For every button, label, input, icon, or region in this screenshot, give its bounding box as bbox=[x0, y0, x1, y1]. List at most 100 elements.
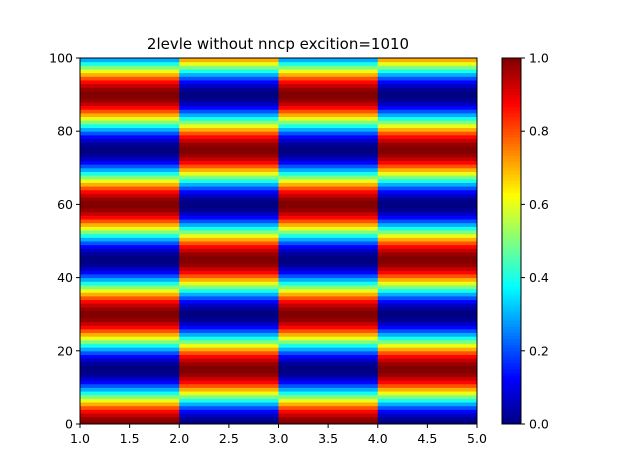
heatmap-cell bbox=[377, 208, 478, 213]
heatmap-cell bbox=[179, 402, 279, 407]
heatmap-cell bbox=[377, 383, 478, 388]
colorbar-segment bbox=[502, 128, 521, 132]
heatmap-cell bbox=[377, 303, 478, 308]
heatmap-cell bbox=[80, 416, 180, 421]
heatmap-cell bbox=[377, 233, 478, 238]
heatmap-cell bbox=[179, 61, 279, 66]
heatmap-cell bbox=[179, 109, 279, 114]
heatmap-cell bbox=[179, 413, 279, 418]
heatmap-cell bbox=[278, 193, 379, 198]
heatmap-cell bbox=[80, 314, 180, 319]
colorbar-segment bbox=[502, 115, 521, 120]
heatmap-cell bbox=[278, 402, 379, 407]
heatmap-cell bbox=[179, 72, 279, 77]
colorbar-segment bbox=[502, 85, 521, 89]
heatmap-cell bbox=[179, 255, 279, 260]
heatmap-cell bbox=[278, 262, 379, 268]
heatmap-cell bbox=[179, 215, 279, 220]
heatmap-cell bbox=[179, 350, 279, 355]
heatmap-cell bbox=[179, 131, 279, 136]
colorbar-segment bbox=[502, 82, 521, 86]
colorbar-segment bbox=[502, 405, 521, 410]
heatmap-cell bbox=[278, 237, 379, 242]
colorbar-segment bbox=[502, 341, 521, 346]
heatmap-cell bbox=[278, 317, 379, 323]
colorbar-segment bbox=[502, 125, 521, 129]
colorbar-segment bbox=[502, 131, 521, 135]
heatmap-cell bbox=[80, 251, 180, 257]
colorbar-segment bbox=[502, 228, 521, 233]
heatmap-cell bbox=[278, 365, 379, 370]
colorbar-segment bbox=[502, 186, 521, 190]
heatmap-cell bbox=[179, 226, 279, 231]
heatmap-cell bbox=[278, 171, 379, 176]
heatmap-cell bbox=[278, 372, 379, 377]
heatmap-cell bbox=[278, 94, 379, 99]
colorbar-segment bbox=[502, 183, 521, 187]
heatmap-cell bbox=[80, 208, 180, 213]
heatmap-cell bbox=[80, 354, 180, 359]
heatmap-cell bbox=[80, 306, 180, 312]
heatmap-cell bbox=[278, 310, 379, 315]
colorbar-segment bbox=[502, 216, 521, 221]
colorbar-segment bbox=[502, 195, 521, 199]
heatmap-cell bbox=[80, 380, 180, 385]
colorbar-segment bbox=[502, 378, 521, 382]
heatmap-cell bbox=[179, 416, 279, 421]
colorbar-segment bbox=[502, 295, 521, 300]
heatmap-cell bbox=[377, 175, 478, 180]
heatmap-cell bbox=[179, 68, 279, 74]
heatmap-cell bbox=[179, 83, 279, 88]
heatmap-cell bbox=[179, 398, 279, 403]
y-axis: 0 20 40 60 80 100 bbox=[49, 51, 80, 432]
heatmap-cell bbox=[80, 237, 180, 242]
heatmap-cell bbox=[278, 219, 379, 224]
heatmap-cell bbox=[278, 153, 379, 158]
heatmap-cell bbox=[377, 262, 478, 268]
heatmap-cell bbox=[278, 273, 379, 279]
colorbar: 0.0 0.2 0.4 0.6 0.8 1.0 bbox=[501, 51, 549, 432]
colorbar-segment bbox=[502, 283, 521, 288]
colorbar-segment bbox=[502, 112, 521, 117]
heatmap-cell bbox=[377, 365, 478, 370]
heatmap-cell bbox=[179, 383, 279, 388]
heatmap-cell bbox=[278, 266, 379, 271]
heatmap-cell bbox=[278, 167, 379, 172]
heatmap-cell bbox=[80, 394, 180, 399]
heatmap-cell bbox=[179, 317, 279, 323]
heatmap-cell bbox=[278, 65, 379, 70]
heatmap-cell bbox=[278, 376, 379, 381]
heatmap-cell bbox=[179, 328, 279, 333]
heatmap-cell bbox=[278, 244, 379, 249]
heatmap-cell bbox=[278, 325, 379, 330]
heatmap-cell bbox=[80, 288, 180, 293]
heatmap-cell bbox=[377, 413, 478, 418]
colorbar-segment bbox=[502, 180, 521, 184]
colorbar-segment bbox=[502, 420, 521, 425]
heatmap-cell bbox=[278, 416, 379, 421]
colorbar-segment bbox=[502, 396, 521, 401]
heatmap-cell bbox=[377, 145, 478, 150]
heatmap-cell bbox=[179, 189, 279, 194]
heatmap-cell bbox=[278, 332, 379, 337]
heatmap-cell bbox=[377, 90, 478, 96]
heatmap-cell bbox=[179, 178, 279, 183]
heatmap-cell bbox=[179, 233, 279, 238]
colorbar-segment bbox=[502, 347, 521, 352]
heatmap-cell bbox=[80, 244, 180, 249]
heatmap-cell bbox=[278, 120, 379, 125]
colorbar-segment bbox=[502, 100, 521, 105]
heatmap-cell bbox=[179, 105, 279, 110]
heatmap-cell bbox=[80, 266, 180, 271]
colorbar-segment bbox=[502, 292, 521, 297]
y-tick-label: 40 bbox=[57, 270, 73, 285]
heatmap-cell bbox=[278, 211, 379, 216]
heatmap-cell bbox=[179, 101, 279, 107]
x-axis: 1.0 1.5 2.0 2.5 3.0 3.5 4.0 4.5 5.0 bbox=[70, 424, 487, 446]
colorbar-segment bbox=[502, 329, 521, 333]
heatmap-cell bbox=[179, 339, 279, 344]
heatmap-cell bbox=[377, 127, 478, 132]
heatmap-cell bbox=[179, 391, 279, 396]
heatmap-cell bbox=[179, 112, 279, 118]
heatmap-cell bbox=[80, 358, 180, 363]
